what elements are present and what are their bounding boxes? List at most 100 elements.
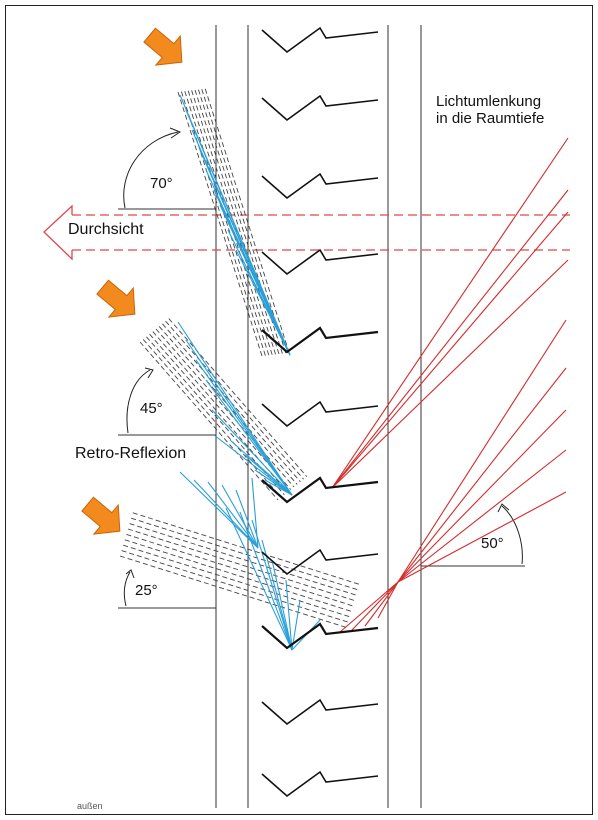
slat	[261, 172, 379, 200]
incident-ray	[180, 91, 266, 356]
angle-arc-25-head	[125, 569, 135, 579]
incident-ray	[152, 331, 292, 490]
redirected-ray	[397, 491, 567, 583]
reflected-ray	[247, 269, 291, 356]
incident-ray	[201, 89, 287, 354]
sun-arrows	[81, 27, 183, 535]
sun-arrow-icon	[96, 279, 136, 318]
angle-label-70: 70°	[150, 175, 173, 192]
incident-ray	[139, 341, 279, 501]
outside-label: außen	[77, 801, 103, 811]
slat	[261, 26, 379, 54]
angle-label-25: 25°	[135, 582, 158, 599]
glass-panes	[215, 25, 422, 808]
angle-arcs	[123, 127, 523, 607]
angle-arc-50	[501, 505, 523, 565]
slat	[261, 248, 379, 276]
angle-arc-45-head	[144, 367, 154, 379]
reflected-ray	[291, 599, 301, 651]
angle-arc-70	[123, 131, 179, 209]
light-redirection-label: Lichtumlenkung in die Raumtiefe	[436, 93, 544, 128]
reflected-ray	[219, 204, 291, 356]
redirected-ray	[397, 449, 567, 583]
reflected-ray	[195, 359, 293, 496]
reflected-ray	[251, 519, 293, 651]
incident-rays	[119, 88, 361, 629]
redirected-ray	[331, 137, 569, 489]
slat	[261, 476, 379, 504]
sun-arrow-icon	[81, 496, 121, 535]
incident-ray	[197, 89, 283, 354]
slat	[261, 622, 379, 650]
angle-arc-70-head	[169, 127, 182, 139]
sun-arrow-shape	[96, 279, 136, 318]
reflected-ray	[271, 559, 293, 651]
reflected-ray	[211, 409, 293, 496]
reflected-ray	[177, 321, 293, 496]
redirected-ray	[397, 367, 567, 583]
reflected-ray	[264, 479, 293, 496]
light-guiding-slats	[261, 26, 379, 798]
reflected-ray	[235, 489, 259, 549]
incident-ray	[126, 533, 355, 607]
incident-ray	[146, 336, 285, 496]
retro-reflection-label: Retro-Reflexion	[75, 445, 187, 462]
incident-ray	[131, 517, 360, 591]
redirected-ray	[331, 259, 569, 489]
slat	[261, 698, 379, 726]
reflected-ray	[239, 511, 293, 651]
reflected-ray	[261, 539, 293, 651]
slat	[261, 400, 379, 428]
reflected-ray	[254, 469, 293, 496]
light-redirection-label-line1: Lichtumlenkung	[436, 93, 542, 110]
redirected-ray	[331, 189, 569, 489]
redirected-ray	[351, 581, 399, 631]
reflected-ray	[193, 479, 259, 549]
reflected-ray	[244, 454, 293, 496]
sun-arrow-icon	[143, 27, 183, 66]
view-through-label: Durchsicht	[68, 221, 144, 238]
reflected-ray	[179, 471, 259, 549]
redirected-ray	[339, 581, 399, 633]
redirected-rays	[331, 137, 569, 633]
sun-arrow-shape	[143, 27, 183, 66]
slat	[261, 326, 379, 354]
incident-ray	[132, 512, 361, 586]
reflected-ray	[285, 579, 293, 651]
diagram-frame	[5, 5, 593, 815]
redirected-ray	[364, 581, 399, 627]
sun-arrow-shape	[81, 496, 121, 535]
reflected-ray	[213, 434, 293, 496]
angle-label-50: 50°	[481, 535, 504, 552]
reference-lines	[118, 208, 525, 609]
reflected-ray	[185, 339, 293, 496]
reflected-rays	[177, 94, 321, 651]
view-arrow-head	[43, 204, 73, 261]
angle-label-45: 45°	[140, 400, 163, 417]
incident-ray	[168, 318, 308, 477]
view-through-arrow-icon	[43, 204, 570, 261]
reflected-ray	[221, 484, 259, 549]
redirected-ray	[377, 581, 399, 619]
angle-arc-50-head	[497, 503, 510, 513]
incident-ray	[184, 91, 270, 356]
slat	[261, 94, 379, 122]
incident-ray	[177, 91, 263, 357]
slat	[261, 770, 379, 798]
angle-arc-45	[126, 369, 151, 434]
incident-ray	[155, 328, 295, 488]
incident-ray	[127, 528, 357, 602]
incident-ray	[194, 89, 280, 355]
incident-ray	[142, 339, 282, 498]
angle-arc-25	[123, 571, 131, 607]
reflected-ray	[225, 507, 293, 651]
incident-ray	[149, 333, 288, 493]
incident-ray	[165, 320, 304, 480]
incident-ray	[204, 88, 290, 353]
slat	[261, 548, 379, 576]
redirected-ray	[397, 409, 567, 583]
light-redirection-label-line2: in die Raumtiefe	[436, 110, 545, 128]
reflected-ray	[205, 379, 293, 496]
